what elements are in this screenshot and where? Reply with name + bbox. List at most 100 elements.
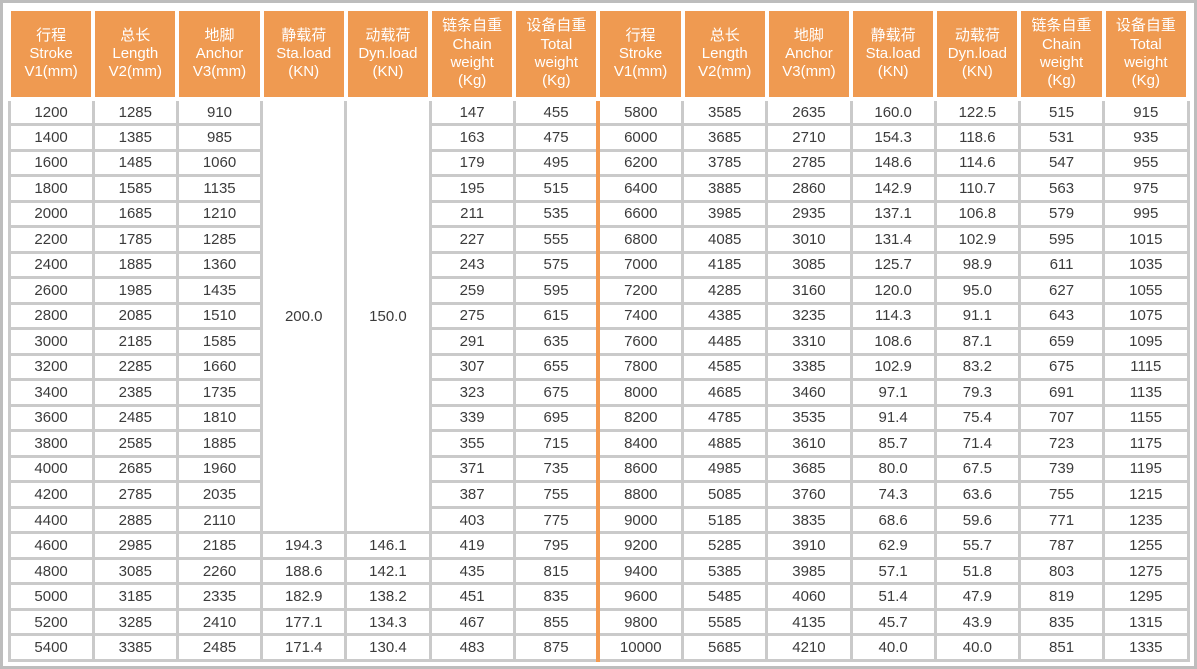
table-cell: 455 <box>512 97 600 126</box>
table-cell: 4685 <box>681 378 769 407</box>
table-cell: 1510 <box>175 301 264 331</box>
column-header-line: (KN) <box>877 63 909 81</box>
column-header: 静载荷 Sta.load (KN) <box>849 7 938 101</box>
column-header-line: weight <box>1039 54 1084 71</box>
table-cell: 7600 <box>596 327 685 356</box>
table-cell: 1295 <box>1102 582 1190 611</box>
table-row: 1200 1285 910 200.0 150.0 147 455 5800 3585 2635 1… <box>7 97 1190 535</box>
table-cell: 79.3 <box>933 378 1021 407</box>
table-cell: 68.6 <box>849 505 937 535</box>
table-cell: 114.3 <box>849 301 937 331</box>
table-cell: 403 <box>428 505 516 535</box>
table-cell: 7000 <box>596 250 685 280</box>
table-cell: 2985 <box>91 531 179 560</box>
table-row: 2400 1885 1360 243 575 7000 4185 3085 125.7 98.9 6… <box>7 250 1190 280</box>
table-cell: 355 <box>428 429 516 458</box>
table-cell: 200.0 <box>260 97 348 535</box>
column-header: 总长 Length V2(mm) <box>680 7 769 101</box>
table-cell: 55.7 <box>933 531 1021 560</box>
column-header-line: Stroke <box>29 44 73 62</box>
table-cell: 108.6 <box>849 327 937 356</box>
table-cell: 535 <box>512 199 600 229</box>
table-cell: 5285 <box>681 531 769 560</box>
table-cell: 2000 <box>7 199 95 229</box>
table-cell: 1155 <box>1102 403 1190 433</box>
table-cell: 6400 <box>596 174 685 203</box>
table-cell: 3460 <box>765 378 853 407</box>
table-cell: 114.6 <box>933 148 1021 178</box>
table-cell: 611 <box>1017 250 1106 280</box>
column-header-line: 链条自重 <box>1031 17 1092 35</box>
table-cell: 1885 <box>91 250 179 280</box>
table-cell: 1115 <box>1102 352 1190 382</box>
table-cell: 2635 <box>765 97 853 126</box>
table-cell: 5085 <box>681 480 769 509</box>
table-cell: 4185 <box>681 250 769 280</box>
table-cell: 755 <box>512 480 600 509</box>
table-cell: 6800 <box>596 225 685 254</box>
table-cell: 8200 <box>596 403 685 433</box>
table-cell: 531 <box>1017 123 1106 152</box>
table-cell: 2085 <box>91 301 179 331</box>
column-header-line: Length <box>112 44 159 62</box>
table-cell: 595 <box>1017 225 1106 254</box>
table-cell: 475 <box>512 123 600 152</box>
column-header: 动载荷 Dyn.load (KN) <box>343 7 433 101</box>
table-cell: 195 <box>428 174 516 203</box>
column-header-line: (KN) <box>372 63 404 81</box>
column-header: 行程 Stroke V1(mm) <box>6 7 96 101</box>
table-cell: 118.6 <box>933 123 1021 152</box>
table-cell: 579 <box>1017 199 1106 229</box>
table-cell: 1600 <box>7 148 95 178</box>
table-cell: 815 <box>512 556 600 586</box>
table-cell: 307 <box>428 352 516 382</box>
table-cell: 975 <box>1102 174 1190 203</box>
table-cell: 2385 <box>91 378 179 407</box>
table-cell: 3085 <box>91 556 179 586</box>
table-cell: 2185 <box>175 531 264 560</box>
table-cell: 83.2 <box>933 352 1021 382</box>
table-cell: 323 <box>428 378 516 407</box>
table-cell: 3800 <box>7 429 95 458</box>
table-cell: 5485 <box>681 582 769 611</box>
table-cell: 9800 <box>596 607 685 637</box>
table-cell: 137.1 <box>849 199 937 229</box>
table-cell: 915 <box>1102 97 1190 126</box>
table-cell: 194.3 <box>260 531 348 560</box>
table-cell: 40.0 <box>933 633 1021 662</box>
table-cell: 4210 <box>765 633 853 662</box>
table-cell: 2410 <box>175 607 264 637</box>
table-cell: 2260 <box>175 556 264 586</box>
table-cell: 3385 <box>765 352 853 382</box>
table-cell: 3685 <box>681 123 769 152</box>
column-header-line: Total <box>1129 35 1162 53</box>
table-cell: 675 <box>512 378 600 407</box>
column-header-line: weight <box>534 54 578 71</box>
table-cell: 154.3 <box>849 123 937 152</box>
column-header: 链条自重 Chain weight (Kg) <box>1017 7 1106 101</box>
table-cell: 935 <box>1102 123 1190 152</box>
table-cell: 787 <box>1017 531 1106 560</box>
table-cell: 2935 <box>765 199 853 229</box>
column-header-line: Anchor <box>785 44 833 62</box>
table-cell: 739 <box>1017 454 1106 484</box>
column-header-line: 链条自重 <box>442 17 503 35</box>
table-cell: 643 <box>1017 301 1106 331</box>
table-row: 1800 1585 1135 195 515 6400 3885 2860 142.9 110.7… <box>7 174 1190 203</box>
table-cell: 98.9 <box>933 250 1021 280</box>
table-cell: 1075 <box>1102 301 1190 331</box>
table-cell: 2200 <box>7 225 95 254</box>
column-header-line: (Kg) <box>457 72 487 90</box>
table-cell: 4085 <box>681 225 769 254</box>
table-cell: 1055 <box>1102 276 1190 305</box>
table-cell: 771 <box>1017 505 1106 535</box>
table-cell: 5185 <box>681 505 769 535</box>
column-header: 行程 Stroke V1(mm) <box>596 7 685 101</box>
table-cell: 3400 <box>7 378 95 407</box>
column-header-line: Length <box>701 44 748 62</box>
table-cell: 635 <box>512 327 600 356</box>
table-cell: 8000 <box>596 378 685 407</box>
table-cell: 451 <box>428 582 516 611</box>
table-cell: 1195 <box>1102 454 1190 484</box>
table-cell: 45.7 <box>849 607 937 637</box>
